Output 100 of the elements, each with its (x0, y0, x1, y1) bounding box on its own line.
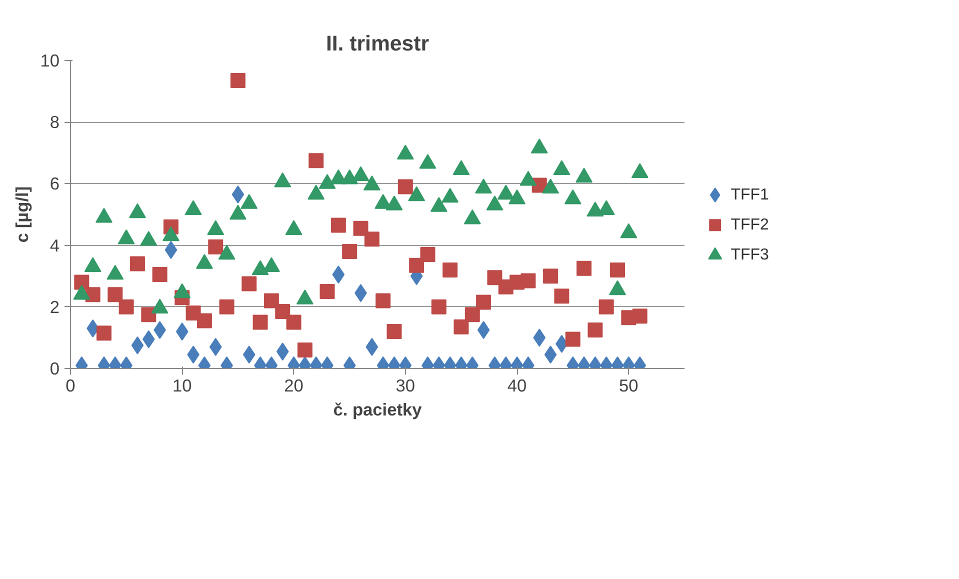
point (352, 166, 370, 182)
point (176, 322, 188, 341)
point (576, 260, 592, 276)
point (164, 240, 178, 259)
point (386, 196, 403, 210)
point (487, 270, 502, 286)
x-tick-label: 0 (66, 376, 76, 396)
point (275, 304, 290, 320)
point (486, 196, 504, 210)
point (363, 176, 380, 190)
point (209, 338, 222, 356)
x-tick-label: 50 (619, 376, 638, 396)
point (376, 293, 391, 308)
point (162, 226, 180, 242)
point (141, 307, 156, 322)
point (520, 170, 537, 186)
point (533, 328, 546, 347)
point (497, 184, 514, 200)
point (252, 260, 269, 276)
y-tick-label: 4 (50, 235, 60, 256)
x-tick-label: 40 (507, 376, 527, 396)
x-axis-title: č. pacietky (333, 400, 422, 420)
point (240, 194, 258, 209)
point (142, 330, 155, 348)
point (342, 244, 358, 259)
point (85, 287, 100, 302)
point (297, 342, 312, 358)
point (286, 314, 302, 330)
point (366, 338, 378, 356)
point (442, 262, 458, 278)
y-tick-label: 8 (50, 112, 60, 132)
point (229, 204, 246, 220)
point (128, 203, 146, 218)
point (454, 319, 469, 334)
point (218, 244, 236, 260)
point (464, 209, 481, 224)
point (353, 220, 368, 236)
point (476, 294, 492, 310)
point (520, 273, 536, 288)
point (184, 200, 202, 215)
point (118, 229, 135, 244)
point (588, 322, 603, 338)
point (610, 262, 626, 278)
point (219, 299, 234, 314)
point (431, 299, 446, 314)
point (108, 287, 123, 302)
x-tick-label: 30 (396, 376, 416, 396)
point (196, 254, 213, 269)
point (586, 202, 604, 217)
point (242, 346, 256, 364)
point (452, 160, 470, 175)
point (308, 184, 325, 200)
x-tick-label: 10 (172, 376, 192, 396)
point (420, 247, 436, 262)
point (208, 239, 224, 254)
y-tick-label: 10 (40, 50, 60, 70)
point (196, 313, 212, 328)
point (543, 268, 558, 284)
point (554, 288, 570, 304)
point (464, 307, 480, 322)
point (442, 188, 459, 203)
point (84, 257, 102, 272)
point (475, 178, 492, 194)
chart-title: II. trimestr (326, 32, 430, 56)
point (364, 232, 380, 247)
legend-label: TFF1 (730, 186, 770, 204)
point (264, 293, 279, 308)
point (140, 230, 158, 246)
point (620, 223, 638, 238)
point (95, 208, 112, 223)
point (508, 189, 526, 204)
point (419, 154, 436, 169)
point (130, 256, 145, 272)
point (152, 267, 168, 282)
legend-label: TFF2 (730, 216, 770, 234)
point (553, 160, 570, 175)
y-tick-label: 6 (50, 174, 60, 194)
legend-label: TFF3 (730, 246, 770, 264)
point (332, 266, 345, 284)
point (631, 163, 648, 178)
point (118, 299, 134, 314)
point (131, 336, 144, 354)
point (542, 178, 560, 194)
point (207, 220, 224, 236)
point (341, 169, 358, 184)
point (598, 299, 614, 314)
y-tick-label: 0 (50, 358, 60, 378)
point (632, 308, 648, 324)
point (576, 168, 593, 183)
point (320, 284, 335, 299)
point (565, 332, 580, 347)
point (564, 189, 582, 204)
y-tick-label: 2 (50, 296, 60, 317)
point (318, 174, 336, 189)
point (276, 342, 289, 361)
point (408, 186, 426, 202)
point (285, 220, 302, 236)
point (477, 321, 490, 339)
x-tick-label: 20 (284, 376, 304, 396)
point (409, 258, 424, 273)
